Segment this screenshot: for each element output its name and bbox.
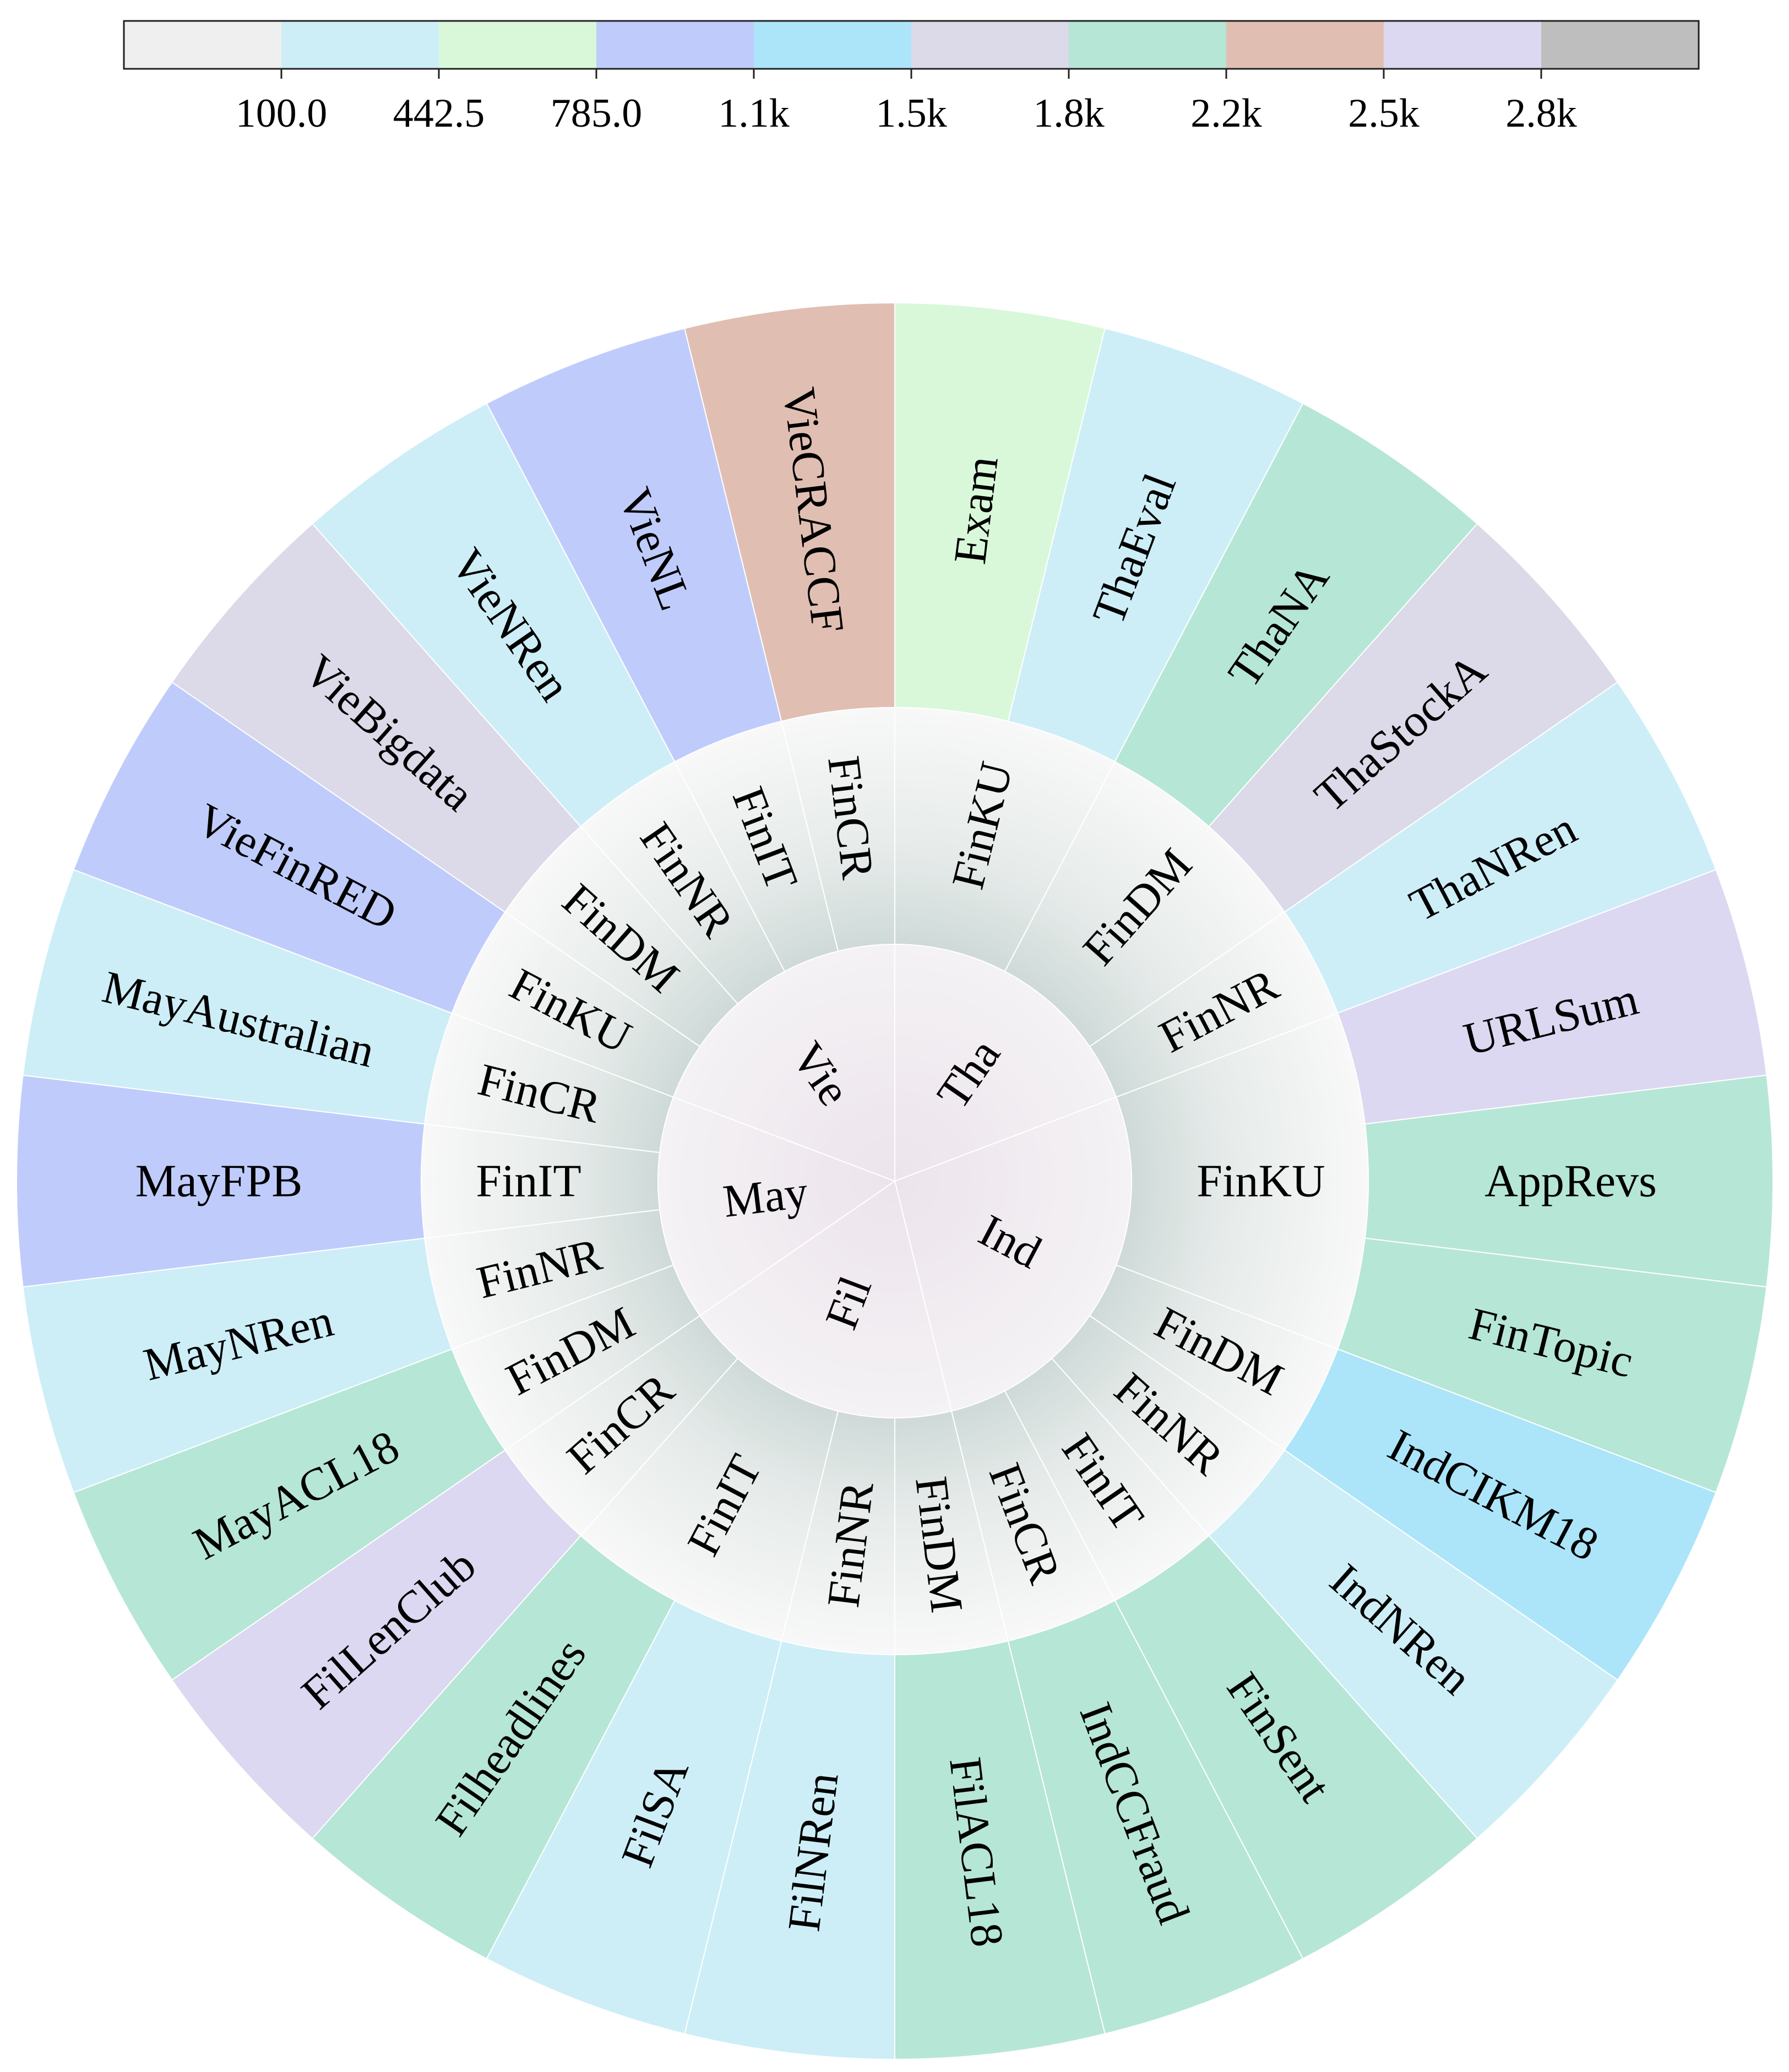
colorbar: 100.0 442.5 785.0 1.1k 1.5k 1.8k 2.2k 2.5k 2.8k — [123, 20, 1700, 136]
colorbar-swatch — [1069, 21, 1227, 69]
colorbar-tick-label: 2.5k — [1348, 91, 1420, 136]
language-segment-may — [657, 1096, 896, 1317]
language-segment-vie — [672, 943, 895, 1182]
dataset-ring: Exam ThaEval ThaNAThaStockAThaNRenURLSumAp… — [15, 302, 1774, 2060]
language-segment-ind — [894, 1096, 1132, 1412]
colorbar-swatch — [754, 21, 912, 69]
colorbar-swatch — [439, 21, 597, 69]
colorbar-tick-label: 1.8k — [1033, 91, 1105, 136]
task-label-finku: FinKU — [1197, 1156, 1325, 1207]
dataset-label-apprevs: AppRevs — [1485, 1156, 1657, 1207]
colorbar-swatch — [596, 21, 754, 69]
colorbar-tick-label: 442.5 — [393, 91, 485, 136]
colorbar-swatch — [911, 21, 1069, 69]
colorbar-tick-label: 100.0 — [236, 91, 328, 136]
task-label-finit: FinIT — [476, 1156, 581, 1207]
dataset-label-mayfpb: MayFPB — [135, 1156, 302, 1207]
language-segment-fil — [699, 1180, 953, 1418]
colorbar-tick-label: 1.1k — [718, 91, 790, 136]
colorbar-tick-label: 2.8k — [1505, 91, 1577, 136]
language-label-may: May — [720, 1166, 811, 1227]
colorbar-swatch — [124, 21, 282, 69]
task-ring: FinKUFinDMFinNRFinKUFinDMFinNRFinITFinCR… — [421, 706, 1369, 1656]
colorbar-tick-label: 1.5k — [876, 91, 947, 136]
colorbar-swatch — [1541, 21, 1699, 69]
colorbar-tick-label: 785.0 — [551, 91, 643, 136]
colorbar-swatch — [1384, 21, 1542, 69]
language-segment-tha — [894, 943, 1117, 1182]
colorbar-tick-label: 2.2k — [1190, 91, 1262, 136]
colorbar-swatch — [1226, 21, 1384, 69]
colorbar-swatch — [281, 21, 439, 69]
